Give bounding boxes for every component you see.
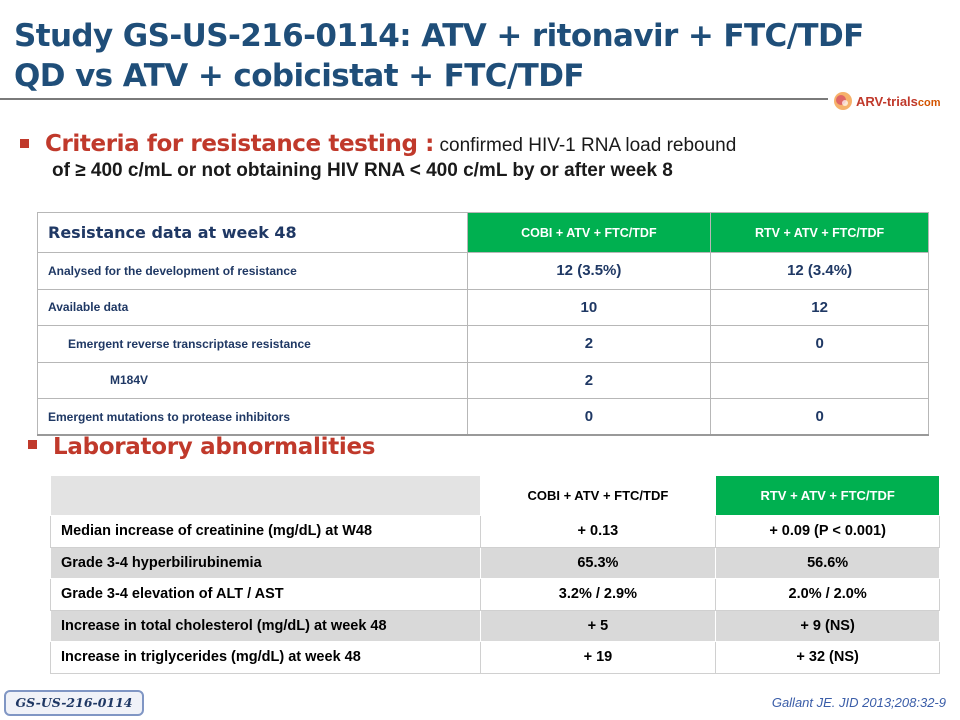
- logo-brand: ARV-trials: [856, 93, 918, 109]
- arv-trials-logo: ARV-trialscom: [832, 86, 958, 116]
- row-value-cobi: 10: [466, 288, 712, 326]
- lab-header-blank: [50, 475, 481, 516]
- logo-text: ARV-trialscom: [856, 94, 941, 109]
- row-value-rtv: 0: [710, 398, 929, 436]
- row-value-cobi: 65.3%: [479, 546, 717, 579]
- table-row: Grade 3-4 hyperbilirubinemia 65.3% 56.6%: [50, 546, 940, 579]
- row-value-cobi: 2: [466, 361, 712, 399]
- row-label: Available data: [37, 288, 468, 326]
- row-label: Emergent reverse transcriptase resistanc…: [37, 325, 468, 363]
- row-value-cobi: + 0.13: [479, 515, 717, 548]
- row-value-rtv: 0: [710, 325, 929, 363]
- row-label: Emergent mutations to protease inhibitor…: [37, 398, 468, 436]
- lab-col-rtv: RTV + ATV + FTC/TDF: [715, 475, 940, 516]
- table-row: Emergent reverse transcriptase resistanc…: [37, 325, 929, 363]
- lab-heading-text: Laboratory abnormalities: [53, 434, 376, 460]
- row-label: Grade 3-4 elevation of ALT / AST: [50, 578, 481, 611]
- row-value-rtv: 12 (3.4%): [710, 252, 929, 290]
- table-row: Increase in triglycerides (mg/dL) at wee…: [50, 641, 940, 674]
- table-row: Analysed for the development of resistan…: [37, 252, 929, 290]
- resistance-table-title: Resistance data at week 48: [37, 212, 468, 253]
- logo-swirl-icon: [834, 92, 852, 110]
- row-label: Analysed for the development of resistan…: [37, 252, 468, 290]
- row-value-rtv: 56.6%: [715, 546, 940, 579]
- row-label: Increase in total cholesterol (mg/dL) at…: [50, 609, 481, 642]
- logo-suffix: com: [917, 96, 941, 109]
- row-value-cobi: 3.2% / 2.9%: [479, 578, 717, 611]
- table-row: M184V 2: [37, 361, 929, 399]
- citation: Gallant JE. JID 2013;208:32-9: [771, 695, 946, 710]
- table-row: Emergent mutations to protease inhibitor…: [37, 398, 929, 436]
- row-label: Median increase of creatinine (mg/dL) at…: [50, 515, 481, 548]
- row-value-cobi: 12 (3.5%): [466, 252, 712, 290]
- table-row: Increase in total cholesterol (mg/dL) at…: [50, 609, 940, 642]
- row-label: Increase in triglycerides (mg/dL) at wee…: [50, 641, 481, 674]
- title-divider: [0, 98, 828, 100]
- criteria-section: Criteria for resistance testing : confir…: [20, 131, 860, 182]
- table-row: Grade 3-4 elevation of ALT / AST 3.2% / …: [50, 578, 940, 611]
- resistance-col-cobi: COBI + ATV + FTC/TDF: [466, 212, 712, 253]
- criteria-line2: of ≥ 400 c/mL or not obtaining HIV RNA <…: [52, 160, 673, 181]
- row-value-rtv: + 32 (NS): [715, 641, 940, 674]
- row-label: M184V: [37, 361, 468, 399]
- table-row: Median increase of creatinine (mg/dL) at…: [50, 515, 940, 548]
- row-value-cobi: 2: [466, 325, 712, 363]
- table-row: Available data 10 12: [37, 288, 929, 326]
- row-value-cobi: + 19: [479, 641, 717, 674]
- row-value-cobi: 0: [466, 398, 712, 436]
- row-value-rtv: 12: [710, 288, 929, 326]
- study-id-tag: GS-US-216-0114: [4, 690, 144, 716]
- criteria-heading: Criteria for resistance testing :: [45, 131, 434, 157]
- resistance-header-row: Resistance data at week 48 COBI + ATV + …: [37, 212, 929, 253]
- slide-title-line1: Study GS-US-216-0114: ATV + ritonavir + …: [14, 18, 864, 54]
- bullet-square-icon: [20, 139, 29, 148]
- lab-abnormalities-table: COBI + ATV + FTC/TDF RTV + ATV + FTC/TDF…: [50, 475, 940, 674]
- slide-title: Study GS-US-216-0114: ATV + ritonavir + …: [14, 16, 914, 96]
- row-value-rtv: + 0.09 (P < 0.001): [715, 515, 940, 548]
- row-value-cobi: + 5: [479, 609, 717, 642]
- lab-header-row: COBI + ATV + FTC/TDF RTV + ATV + FTC/TDF: [50, 475, 940, 516]
- slide-title-line2: QD vs ATV + cobicistat + FTC/TDF: [14, 58, 585, 94]
- row-label: Grade 3-4 hyperbilirubinemia: [50, 546, 481, 579]
- resistance-col-rtv: RTV + ATV + FTC/TDF: [710, 212, 929, 253]
- row-value-rtv: + 9 (NS): [715, 609, 940, 642]
- resistance-table: Resistance data at week 48 COBI + ATV + …: [37, 212, 929, 436]
- row-value-rtv: 2.0% / 2.0%: [715, 578, 940, 611]
- lab-col-cobi: COBI + ATV + FTC/TDF: [479, 475, 717, 516]
- criteria-description: confirmed HIV-1 RNA load rebound: [439, 135, 737, 156]
- row-value-rtv: [710, 361, 929, 399]
- lab-section-heading: Laboratory abnormalities: [28, 434, 375, 460]
- bullet-square-icon: [28, 440, 37, 449]
